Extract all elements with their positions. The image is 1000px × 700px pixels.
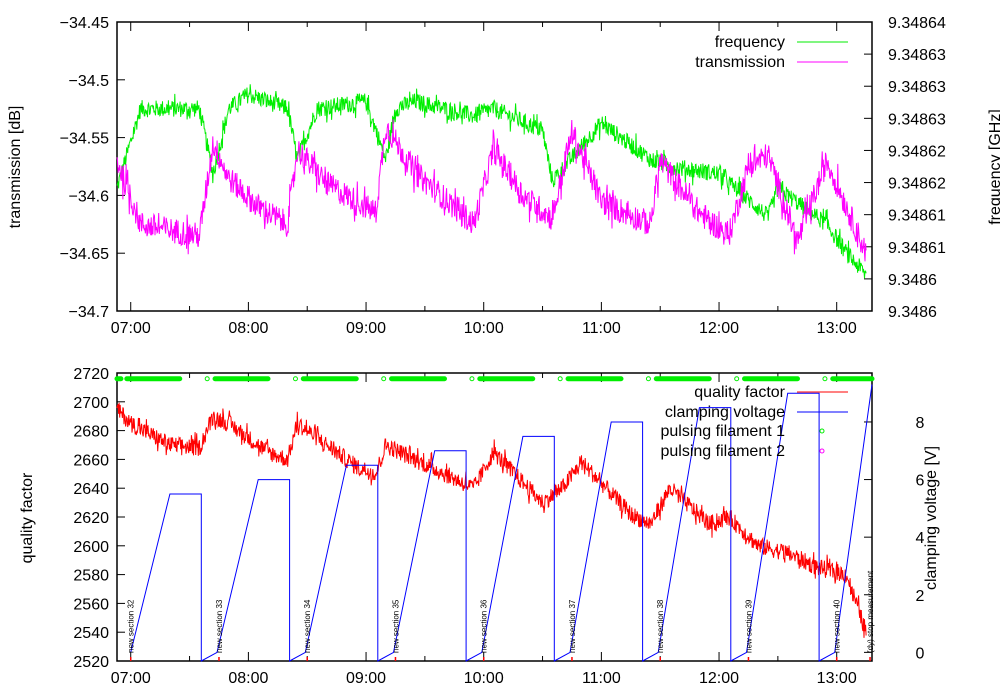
legend-label-frequency: frequency bbox=[715, 34, 785, 51]
annotation-label: new section 39 bbox=[744, 599, 753, 653]
legend-label-pulsing-filament-2: pulsing filament 2 bbox=[660, 443, 785, 460]
y-tick-label: 2520 bbox=[73, 654, 109, 671]
top-chart: 07:00 08:00 09:00 10:00 11:00 12:00 13:00 −34.4… bbox=[7, 15, 1000, 337]
y-tick-label: 2580 bbox=[73, 568, 109, 585]
y2-tick-label: 9.3486 bbox=[888, 304, 937, 321]
series-line-transmission bbox=[116, 119, 867, 262]
x-tick-label: 11:00 bbox=[582, 320, 621, 337]
bottom-series-group bbox=[114, 376, 875, 662]
y2-tick-label: 0 bbox=[916, 645, 925, 662]
y-tick-label: 2680 bbox=[73, 424, 109, 441]
legend-marker-pulsing-filament-2 bbox=[819, 448, 825, 454]
y2-tick-label: 8 bbox=[916, 415, 925, 432]
x-tick-label: 08:00 bbox=[228, 320, 268, 337]
y-tick-label: 2720 bbox=[73, 366, 109, 383]
pulsing-marker bbox=[645, 376, 651, 382]
x-tick-label: 07:00 bbox=[111, 670, 151, 687]
y2-tick-label: 2 bbox=[916, 588, 925, 605]
x-tick-label: 08:00 bbox=[228, 670, 268, 687]
pulsing-marker bbox=[822, 376, 828, 382]
annotation-label: (dy) stop measurement bbox=[866, 570, 875, 653]
pulsing-marker bbox=[292, 376, 298, 382]
pulsing-marker bbox=[734, 376, 740, 382]
y2-tick-label: 9.34861 bbox=[888, 208, 946, 225]
y-tick-label: 2560 bbox=[73, 596, 109, 613]
top-legend: frequency transmission bbox=[695, 34, 848, 71]
y2-tick-label: 9.34862 bbox=[888, 143, 946, 160]
x-tick-label: 07:00 bbox=[111, 320, 151, 337]
annotation-label: new section 34 bbox=[303, 599, 312, 653]
y-tick-label: 2700 bbox=[73, 395, 109, 412]
x-tick-label: 11:00 bbox=[582, 670, 621, 687]
y2-tick-label: 9.34863 bbox=[888, 79, 946, 96]
annotation-label: new section 32 bbox=[127, 599, 136, 653]
pulsing-marker bbox=[469, 376, 475, 382]
top-y2-axis-title: frequency [GHz] bbox=[987, 109, 1000, 225]
y-tick-label: −34.65 bbox=[60, 246, 109, 263]
annotation-label: new section 36 bbox=[480, 599, 489, 653]
x-tick-label: 13:00 bbox=[817, 320, 857, 337]
x-tick-label: 10:00 bbox=[464, 320, 504, 337]
bottom-y-axis-title: quality factor bbox=[19, 472, 36, 563]
y2-tick-label: 9.34863 bbox=[888, 111, 946, 128]
y-tick-label: 2620 bbox=[73, 510, 109, 527]
annotation-label: new section 35 bbox=[391, 599, 400, 653]
bottom-tick-labels: 07:00 08:00 09:00 10:00 11:00 12:00 13:00 2720 2… bbox=[73, 366, 924, 687]
y-tick-label: 2660 bbox=[73, 452, 109, 469]
annotation-label: new section 33 bbox=[215, 599, 224, 653]
top-tick-labels: 07:00 08:00 09:00 10:00 11:00 12:00 13:00 −34.4… bbox=[60, 15, 946, 337]
y2-tick-label: 9.34862 bbox=[888, 176, 946, 193]
pulsing-marker bbox=[204, 376, 210, 382]
y2-tick-label: 4 bbox=[916, 530, 925, 547]
x-tick-label: 12:00 bbox=[699, 320, 739, 337]
bottom-annotations: new section 32 new section 33 new section … bbox=[127, 570, 875, 661]
x-tick-label: 09:00 bbox=[346, 670, 386, 687]
x-tick-label: 10:00 bbox=[464, 670, 504, 687]
legend-label-clamping-voltage: clamping voltage bbox=[665, 404, 785, 421]
x-tick-label: 13:00 bbox=[817, 670, 857, 687]
y2-tick-label: 9.34864 bbox=[888, 15, 946, 32]
legend-label-pulsing-filament-1: pulsing filament 1 bbox=[660, 423, 785, 440]
bottom-chart: new section 32 new section 33 new section … bbox=[19, 366, 940, 687]
legend-marker-pulsing-filament-1 bbox=[819, 428, 825, 434]
top-plot-frame bbox=[116, 21, 873, 312]
bottom-y2-axis-title: clamping voltage [V] bbox=[923, 446, 940, 590]
top-y-axis-title: transmission [dB] bbox=[7, 106, 24, 229]
y-tick-label: −34.5 bbox=[69, 73, 110, 90]
y-tick-label: −34.6 bbox=[69, 188, 110, 205]
pulsing-marker bbox=[557, 376, 563, 382]
plot-border bbox=[116, 21, 873, 312]
annotation-label: new section 38 bbox=[656, 599, 665, 653]
x-tick-label: 09:00 bbox=[346, 320, 386, 337]
y-tick-label: −34.45 bbox=[60, 15, 109, 32]
y-tick-label: 2540 bbox=[73, 625, 109, 642]
y2-tick-label: 9.34861 bbox=[888, 240, 946, 257]
y2-tick-label: 9.3486 bbox=[888, 272, 937, 289]
legend-label-quality-factor: quality factor bbox=[694, 384, 785, 401]
y-tick-label: −34.7 bbox=[69, 304, 110, 321]
series-line-clamping-voltage bbox=[130, 384, 873, 662]
top-axis-ticks bbox=[117, 21, 872, 312]
legend-label-transmission: transmission bbox=[695, 54, 785, 71]
y-tick-label: 2640 bbox=[73, 481, 109, 498]
y2-tick-label: 9.34863 bbox=[888, 47, 946, 64]
y-tick-label: −34.55 bbox=[60, 131, 109, 148]
series-line-quality-factor bbox=[116, 402, 867, 638]
y-tick-label: 2600 bbox=[73, 539, 109, 556]
annotation-label: new section 37 bbox=[568, 599, 577, 653]
y2-tick-label: 6 bbox=[916, 473, 925, 490]
series-line-frequency bbox=[116, 84, 867, 279]
x-tick-label: 12:00 bbox=[699, 670, 739, 687]
bottom-legend: quality factor clamping voltage pulsing … bbox=[660, 384, 848, 460]
annotation-label: new section 40 bbox=[833, 599, 842, 653]
top-series-group bbox=[116, 84, 867, 279]
pulsing-marker bbox=[381, 376, 387, 382]
